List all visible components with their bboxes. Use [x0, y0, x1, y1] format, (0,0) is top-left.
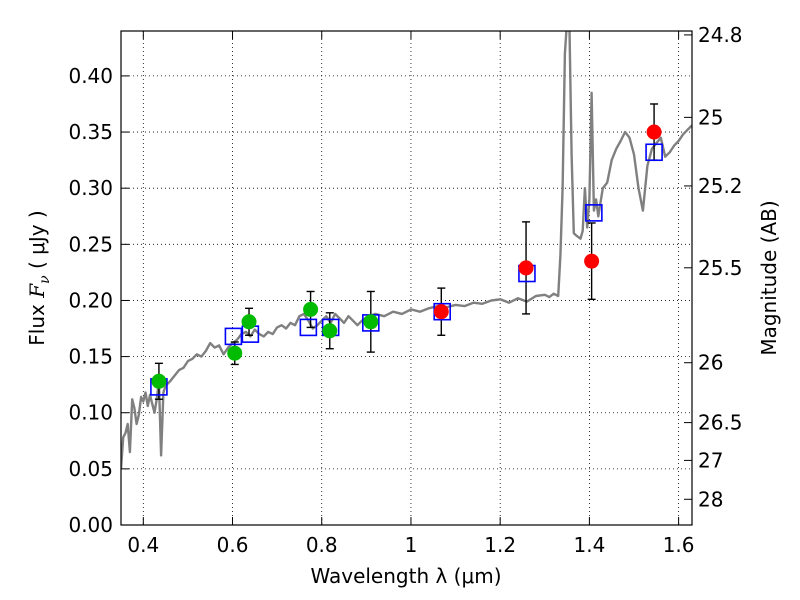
y2-tick-label: 27 [698, 448, 723, 472]
y-axis: 0.00 0.05 0.10 0.15 0.20 0.25 0.30 0.35 0.40 [68, 64, 129, 537]
y-tick-label: 0.35 [68, 120, 113, 144]
observed-point [584, 253, 600, 269]
spectrum-layer [121, 31, 692, 469]
observed-point [241, 314, 257, 330]
observed-points [151, 124, 662, 389]
observed-point [363, 314, 379, 330]
y-tick-label: 0.30 [68, 176, 113, 200]
model-square [224, 327, 243, 346]
observed-point [518, 260, 534, 276]
model-points [150, 143, 663, 396]
y2-tick-label: 26.5 [698, 411, 743, 435]
y2-tick-label: 25.5 [698, 256, 743, 280]
y-tick-label: 0.00 [68, 513, 113, 537]
x-tick-label: 1.2 [484, 533, 516, 557]
y-tick-label: 0.10 [68, 401, 113, 425]
x-tick-label: 0.8 [306, 533, 338, 557]
observed-point [151, 373, 167, 389]
model-square [645, 143, 663, 162]
observed-point [322, 323, 338, 339]
observed-point [646, 124, 662, 140]
grid [121, 31, 692, 526]
spectrum-line [121, 31, 692, 469]
y2-tick-label: 25.2 [698, 174, 743, 198]
x-tick-label: 1.4 [573, 533, 605, 557]
secondary-y-axis: 24.8 25 25.2 25.5 26 26.5 27 28 [684, 23, 743, 511]
y-tick-label: 0.40 [68, 64, 113, 88]
y-tick-label: 0.20 [68, 288, 113, 312]
x-tick-label: 1.6 [663, 533, 695, 557]
x-axis: 0.4 0.6 0.8 1 1.2 1.4 1.6 [127, 31, 695, 557]
y-tick-label: 0.15 [68, 345, 113, 369]
observed-point [433, 304, 449, 320]
observed-point [227, 345, 243, 361]
x-tick-label: 0.4 [127, 533, 159, 557]
y-axis-label: Flux Fν ( μJy ) [25, 210, 53, 345]
y-tick-label: 0.05 [68, 457, 113, 481]
observed-point [303, 301, 319, 317]
y2-tick-label: 28 [698, 487, 723, 511]
model-square [299, 318, 318, 337]
x-tick-label: 1 [405, 533, 418, 557]
plot-frame [120, 30, 693, 526]
model-square [585, 204, 603, 222]
y2-tick-label: 25 [698, 105, 723, 129]
secondary-y-axis-label: Magnitude (AB) [757, 200, 781, 355]
y-tick-label: 0.25 [68, 232, 113, 256]
y2-tick-label: 24.8 [698, 23, 743, 47]
x-axis-label: Wavelength λ (μm) [310, 564, 501, 588]
y2-tick-label: 26 [698, 351, 723, 375]
x-tick-label: 0.6 [217, 533, 249, 557]
